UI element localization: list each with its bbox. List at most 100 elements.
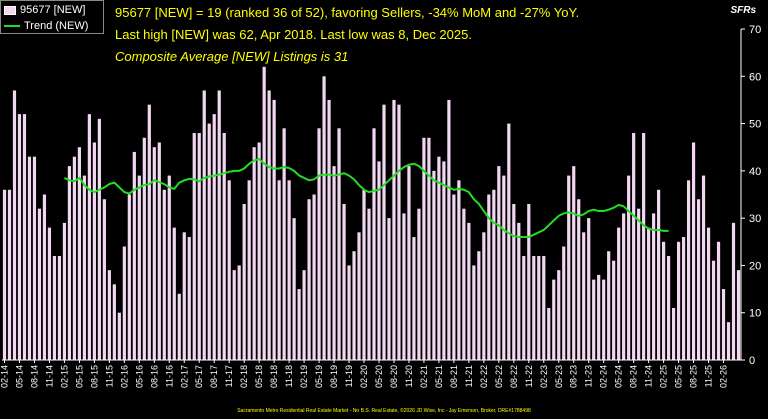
bar — [487, 194, 491, 360]
bar — [177, 293, 181, 360]
bar — [107, 270, 111, 360]
x-tick-label: 08-18 — [269, 365, 279, 388]
bar — [237, 265, 241, 360]
bar — [57, 255, 62, 360]
bar — [507, 123, 511, 360]
bar — [587, 218, 591, 360]
x-tick-label: 08-23 — [569, 365, 579, 388]
bar — [92, 142, 96, 360]
bar — [372, 128, 376, 360]
bar — [132, 151, 136, 360]
bar — [402, 213, 406, 360]
bar — [387, 218, 391, 360]
bar — [342, 203, 346, 360]
bar — [102, 199, 106, 360]
bar — [721, 289, 726, 360]
x-tick-label: 11-21 — [464, 365, 474, 387]
bar — [87, 114, 91, 360]
bar — [667, 255, 671, 360]
trend-line — [63, 157, 669, 239]
x-tick-label: 05-18 — [254, 365, 264, 388]
bar — [37, 208, 42, 360]
bar — [172, 227, 176, 360]
x-tick-label: 02-20 — [359, 365, 369, 388]
bar — [462, 208, 466, 360]
bar — [382, 104, 386, 360]
x-tick-label: 11-18 — [284, 365, 294, 387]
bar — [412, 237, 416, 360]
bar — [617, 227, 621, 360]
x-tick-label: 02-22 — [479, 365, 489, 388]
axes: 0 10 20 30 40 50 60 70 02-14 05-14 08-14 11-14 02-15… — [0, 24, 761, 388]
x-tick-label: 02-26 — [719, 365, 729, 388]
bar — [307, 199, 311, 360]
bar — [427, 137, 431, 360]
x-tick-label: 08-15 — [89, 365, 99, 388]
x-tick-label: 02-24 — [599, 365, 609, 388]
bar — [547, 307, 551, 360]
bar — [187, 237, 191, 360]
bar — [232, 270, 236, 360]
bar — [676, 241, 681, 360]
bar — [482, 232, 486, 360]
y-tick-label: 30 — [749, 213, 761, 225]
x-tick-label: 08-25 — [689, 365, 699, 388]
x-tick-label: 05-23 — [554, 365, 564, 388]
x-tick-label: 05-19 — [314, 365, 324, 388]
bar-series — [2, 66, 741, 361]
x-tick-label: 05-22 — [494, 365, 504, 388]
x-tick-label: 11-14 — [44, 365, 54, 387]
bar — [701, 175, 706, 360]
bar — [567, 175, 571, 360]
bar — [517, 222, 521, 360]
y-tick-label: 10 — [749, 308, 761, 320]
bar — [407, 166, 411, 360]
bar — [572, 166, 576, 360]
bar — [247, 180, 251, 360]
legend: 95677 [NEW] Trend (NEW) — [0, 0, 104, 34]
bar — [452, 194, 456, 360]
bar — [302, 270, 306, 360]
x-tick-label: 11-23 — [584, 365, 594, 387]
x-tick-label: 05-15 — [74, 365, 84, 388]
x-tick-label: 08-16 — [149, 365, 159, 388]
x-tick-label: 11-22 — [524, 365, 534, 387]
line-swatch-icon — [4, 25, 20, 27]
bar — [227, 180, 231, 360]
bar — [297, 289, 301, 360]
x-tick-label: 05-21 — [434, 365, 444, 388]
x-tick-label: 08-17 — [209, 365, 219, 388]
bar — [192, 133, 196, 360]
y-tick-label: 20 — [749, 260, 761, 272]
bar — [257, 142, 261, 360]
x-tick-label: 02-21 — [419, 365, 429, 388]
unit-label: SFRs — [730, 5, 756, 16]
bar — [417, 208, 421, 360]
x-tick-label: 05-20 — [374, 365, 384, 388]
bar — [627, 175, 631, 360]
bar — [217, 90, 221, 360]
bar — [262, 66, 266, 360]
footer-credit: Sacramento Metro Residential Real Estate… — [237, 408, 531, 414]
bar — [47, 227, 52, 360]
bar — [252, 147, 256, 360]
bar — [7, 189, 12, 360]
x-tick-label: 11-16 — [164, 365, 174, 387]
bar — [397, 104, 401, 360]
bar — [222, 133, 226, 360]
bar — [207, 123, 211, 360]
bar — [652, 213, 656, 360]
x-tick-label: 02-23 — [539, 365, 549, 388]
bar — [662, 241, 666, 360]
bar — [422, 137, 426, 360]
x-tick-label: 05-17 — [194, 365, 204, 388]
x-tick-label: 02-15 — [59, 365, 69, 388]
high-low-line: Last high [NEW] was 62, Apr 2018. Last l… — [115, 27, 472, 42]
bar — [726, 322, 731, 360]
bar — [77, 147, 81, 360]
bar — [312, 194, 316, 360]
bar — [22, 114, 27, 360]
bar — [327, 99, 331, 361]
bar — [542, 255, 546, 360]
x-tick-label: 08-20 — [389, 365, 399, 388]
